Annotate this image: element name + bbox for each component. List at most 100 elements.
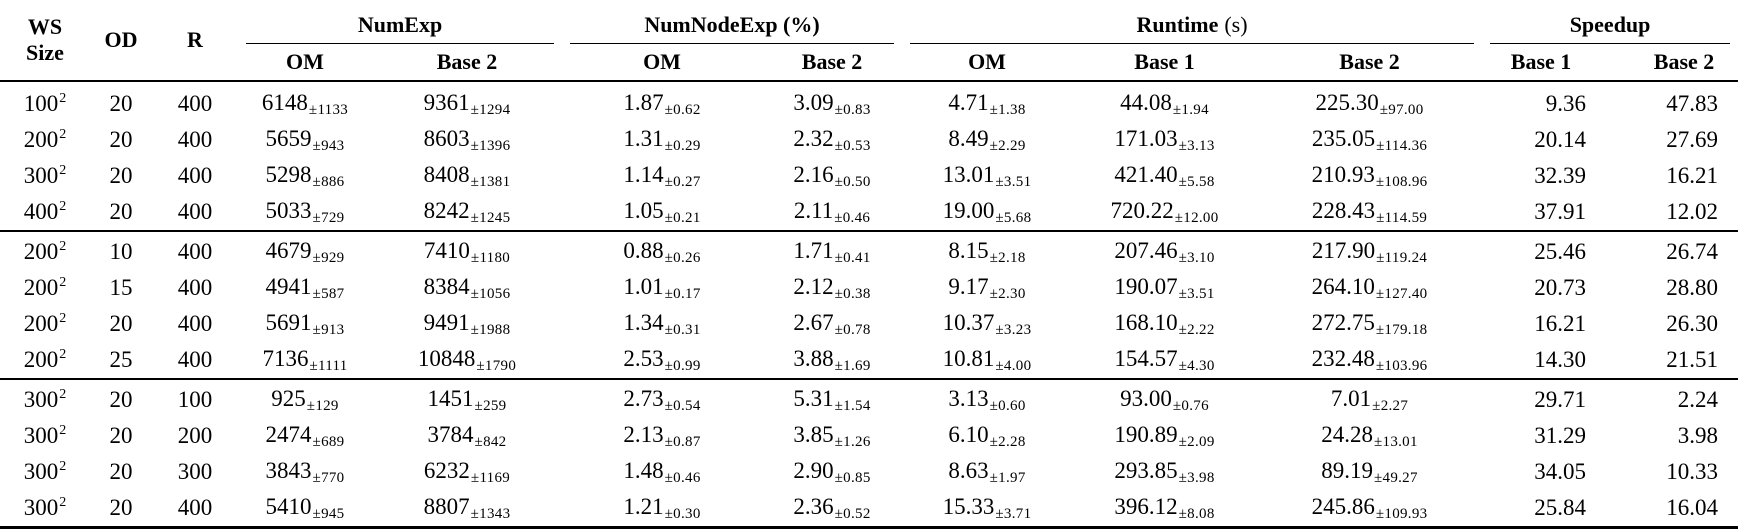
value: 19.00 <box>942 197 995 223</box>
table-row: 2002 20 400 5691±913 9491±1988 1.34±0.31… <box>0 306 1738 342</box>
uncertainty: ±0.38 <box>834 285 871 302</box>
cell-od: 20 <box>109 163 133 188</box>
uncertainty: ±1133 <box>308 101 349 118</box>
cell-runtime-om: 10.81±4.00 <box>902 342 1072 379</box>
value: 93.00 <box>1120 385 1172 411</box>
uncertainty: ±1381 <box>470 173 511 190</box>
value: 5298 <box>265 161 312 187</box>
cell-runtime-base2: 210.93±108.96 <box>1257 158 1482 194</box>
cell-od: 15 <box>109 275 133 300</box>
value: 0.88 <box>623 237 664 263</box>
value: 171.03 <box>1114 125 1178 151</box>
value: 8408 <box>423 161 470 187</box>
ws-value: 100 <box>23 91 59 116</box>
uncertainty: ±1.38 <box>989 101 1026 118</box>
cell-numexp-base2: 8384±1056 <box>372 270 562 306</box>
cell-numexp-base2: 8408±1381 <box>372 158 562 194</box>
cell-numnodeexp-om: 1.48±0.46 <box>562 454 762 490</box>
uncertainty: ±4.00 <box>995 357 1032 374</box>
uncertainty: ±3.51 <box>995 173 1032 190</box>
value: 8603 <box>423 125 470 151</box>
value: 89.19 <box>1321 457 1373 483</box>
cell-runtime-base1: 207.46±3.10 <box>1072 230 1258 270</box>
cell-runtime-om: 8.49±2.29 <box>902 122 1072 158</box>
value: 1.87 <box>623 89 664 115</box>
uncertainty: ±842 <box>474 433 507 450</box>
uncertainty: ±770 <box>312 469 345 486</box>
cell-runtime-om: 4.71±1.38 <box>902 80 1073 122</box>
cell-numexp-base2: 9491±1988 <box>372 306 562 342</box>
header-od: OD <box>104 27 138 52</box>
cell-numnodeexp-om: 1.05±0.21 <box>562 194 762 231</box>
cell-numexp-om: 925±129 <box>238 378 372 418</box>
cell-numnodeexp-base2: 3.85±1.26 <box>762 418 902 454</box>
cell-runtime-base1: 421.40±5.58 <box>1072 158 1257 194</box>
table-row: 4002 20 400 5033±729 8242±1245 1.05±0.21… <box>0 194 1738 231</box>
cell-r: 400 <box>177 275 213 300</box>
ws-exponent: 2 <box>59 91 67 106</box>
uncertainty: ±0.85 <box>834 469 871 486</box>
uncertainty: ±0.83 <box>834 101 871 118</box>
cell-numexp-base2: 6232±1169 <box>372 454 562 490</box>
uncertainty: ±729 <box>312 209 345 226</box>
cell-runtime-base2: 272.75±179.18 <box>1257 306 1482 342</box>
cell-speedup-base1: 14.30 <box>1534 347 1587 372</box>
uncertainty: ±0.31 <box>664 321 701 338</box>
uncertainty: ±0.54 <box>664 397 701 414</box>
uncertainty: ±0.30 <box>664 505 701 522</box>
cell-runtime-base1: 720.22±12.00 <box>1072 194 1257 231</box>
value: 272.75 <box>1311 309 1375 335</box>
uncertainty: ±1.94 <box>1172 101 1209 118</box>
uncertainty: ±1.97 <box>989 469 1026 486</box>
header-spanner-row: WS Size OD R NumExp NumNodeExp (%) Runti… <box>0 0 1738 65</box>
ws-exponent: 2 <box>59 387 67 402</box>
cell-numnodeexp-base2: 3.09±0.83 <box>762 80 903 122</box>
ws-exponent: 2 <box>59 495 67 510</box>
uncertainty: ±0.60 <box>989 397 1026 414</box>
cell-runtime-om: 8.15±2.18 <box>902 230 1073 270</box>
uncertainty: ±1396 <box>470 137 511 154</box>
table-row: 1002 20 400 6148±1133 9361±1294 1.87±0.6… <box>0 80 1738 122</box>
cell-ws-size: 1002 <box>0 80 90 122</box>
cell-numexp-om: 4679±929 <box>238 230 372 270</box>
uncertainty: ±179.18 <box>1375 321 1428 338</box>
cell-numexp-om: 5659±943 <box>238 122 372 158</box>
value: 225.30 <box>1315 89 1379 115</box>
cell-runtime-base1: 171.03±3.13 <box>1072 122 1257 158</box>
header-group-numexp: NumExp <box>238 0 562 44</box>
value: 2474 <box>265 421 312 447</box>
uncertainty: ±943 <box>312 137 345 154</box>
table-row: 3002 20 200 2474±689 3784±842 2.13±0.87 … <box>0 418 1738 454</box>
ws-value: 300 <box>23 495 59 520</box>
value: 44.08 <box>1120 89 1172 115</box>
uncertainty: ±1111 <box>309 357 348 374</box>
uncertainty: ±108.96 <box>1375 173 1428 190</box>
header-group-speedup: Speedup <box>1482 0 1738 44</box>
ws-exponent: 2 <box>59 423 67 438</box>
cell-runtime-base1: 93.00±0.76 <box>1072 378 1258 418</box>
value: 8807 <box>423 493 470 519</box>
value: 2.11 <box>793 197 834 223</box>
cell-numexp-om: 7136±1111 <box>238 342 372 379</box>
cell-runtime-base1: 190.89±2.09 <box>1072 418 1257 454</box>
uncertainty: ±119.24 <box>1376 249 1428 266</box>
cell-numexp-base2: 10848±1790 <box>372 342 562 379</box>
value: 6232 <box>423 457 470 483</box>
uncertainty: ±2.30 <box>989 285 1026 302</box>
value: 5659 <box>265 125 312 151</box>
cell-speedup-base2: 26.30 <box>1666 311 1719 336</box>
cell-numexp-base2: 9361±1294 <box>372 80 563 122</box>
cell-ws-size: 3002 <box>0 418 90 454</box>
uncertainty: ±1790 <box>476 357 517 374</box>
uncertainty: ±5.68 <box>995 209 1032 226</box>
cell-speedup-base1: 32.39 <box>1534 163 1587 188</box>
ws-value: 300 <box>23 387 59 412</box>
cell-numnodeexp-base2: 5.31±1.54 <box>762 378 903 418</box>
value: 8.63 <box>948 457 989 483</box>
uncertainty: ±0.50 <box>834 173 871 190</box>
cell-numnodeexp-base2: 2.11±0.46 <box>762 194 902 231</box>
value: 396.12 <box>1114 493 1178 519</box>
cell-ws-size: 3002 <box>0 454 90 490</box>
cell-speedup-base1: 16.21 <box>1534 311 1587 336</box>
header-sub-row: OM Base 2 OM Base 2 OM Base 1 Base 2 Bas… <box>0 44 1738 81</box>
